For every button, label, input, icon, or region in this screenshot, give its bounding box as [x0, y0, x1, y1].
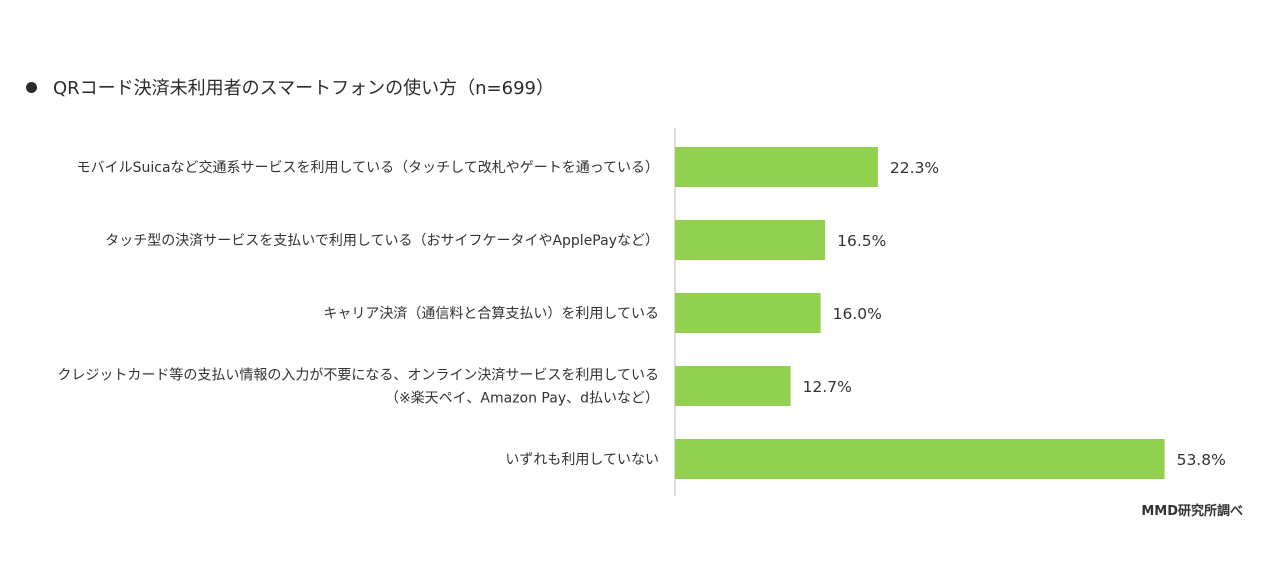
- chart-title: QRコード決済未利用者のスマートフォンの使い方（n=699）: [26, 72, 554, 102]
- bullet-icon: [26, 81, 37, 93]
- category-label: タッチ型の決済サービスを支払いで利用している（おサイフケータイやApplePay…: [105, 233, 659, 249]
- category-label: キャリア決済（通信料と合算支払い）を利用している: [323, 306, 659, 322]
- bar: [675, 366, 791, 406]
- value-label: 16.5%: [837, 232, 886, 250]
- category-label: クレジットカード等の支払い情報の入力が不要になる、オンライン決済サービスを利用し…: [57, 367, 659, 384]
- bar: [675, 439, 1165, 479]
- category-label: いずれも利用していない: [505, 452, 659, 468]
- value-label: 12.7%: [803, 378, 852, 396]
- category-label: （※楽天ペイ、Amazon Pay、d払いなど）: [385, 391, 659, 407]
- bar: [675, 147, 878, 187]
- value-label: 22.3%: [890, 159, 939, 177]
- chart-title-text: QRコード決済未利用者のスマートフォンの使い方（n=699）: [53, 78, 554, 99]
- value-label: 53.8%: [1177, 451, 1226, 469]
- category-label: モバイルSuicaなど交通系サービスを利用している（タッチして改札やゲートを通っ…: [77, 159, 659, 176]
- value-label: 16.0%: [833, 305, 882, 323]
- bar: [675, 293, 821, 333]
- bar: [675, 220, 826, 260]
- source-note: MMD研究所調べ: [1141, 504, 1243, 519]
